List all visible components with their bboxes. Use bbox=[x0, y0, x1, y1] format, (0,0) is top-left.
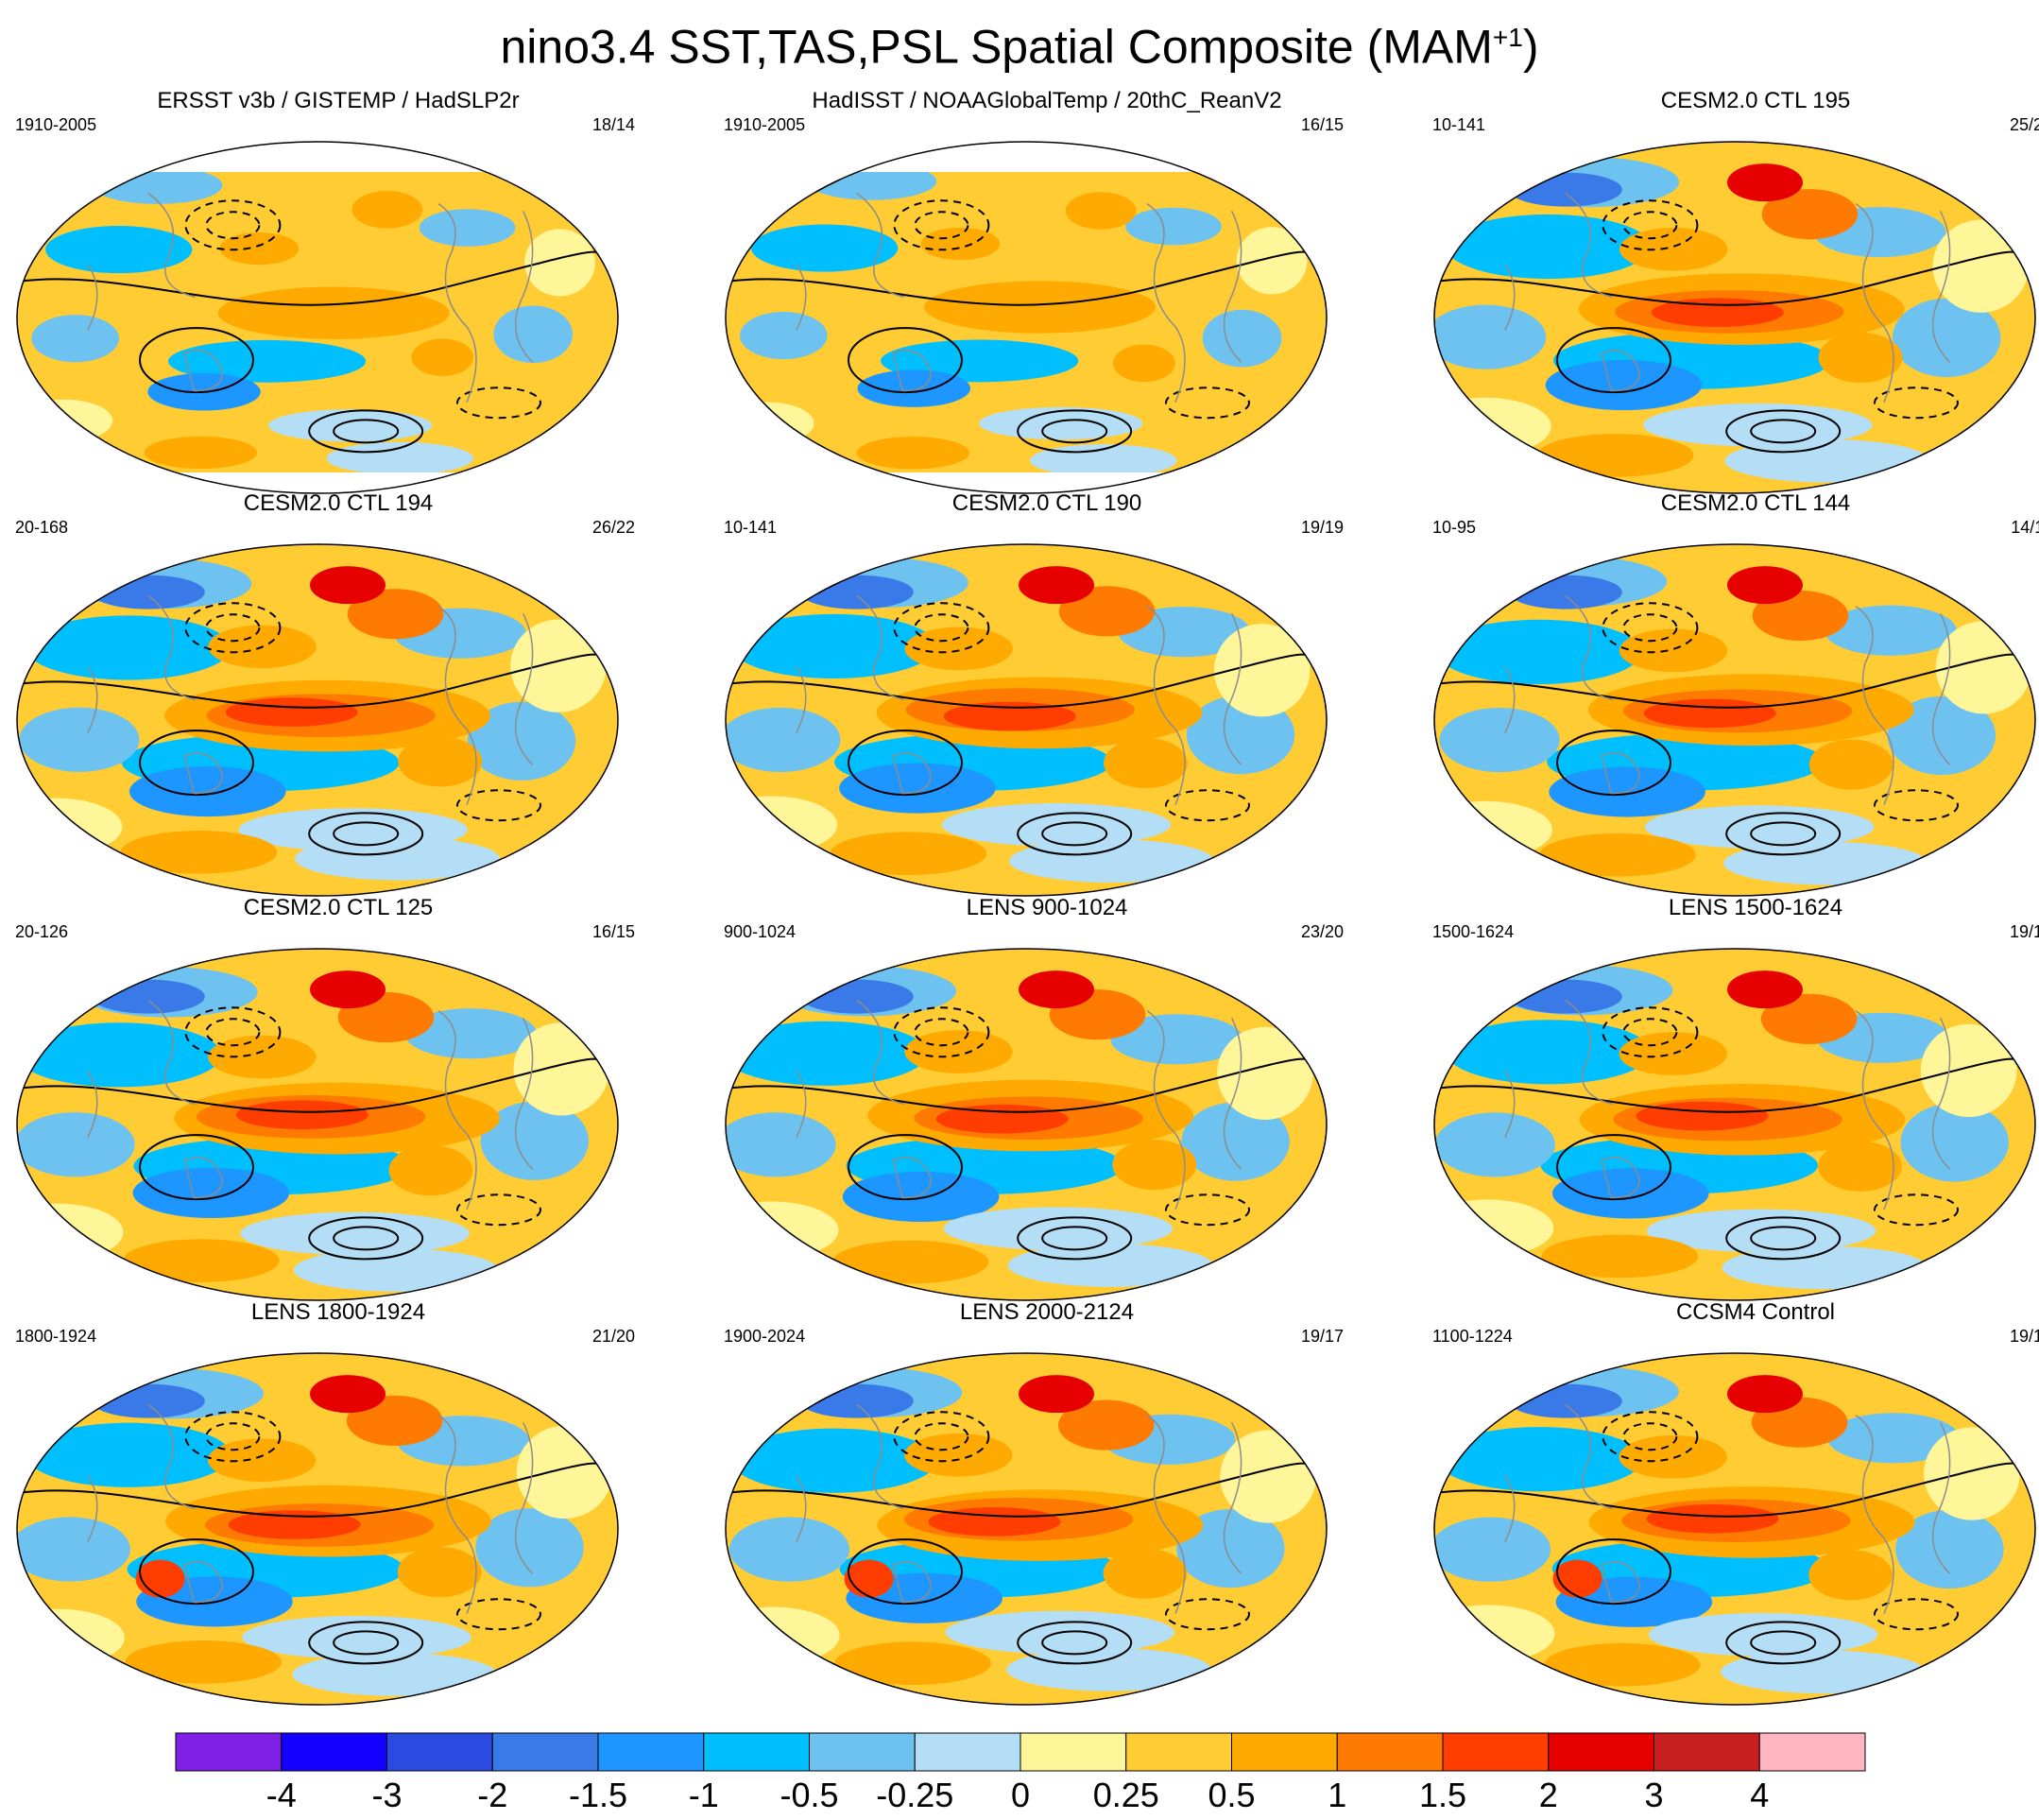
map-panel: CESM2.0 CTL 194 20-168 26/22 bbox=[8, 489, 669, 898]
panel-count: 19/16 bbox=[2009, 922, 2039, 941]
colorbar-swatch bbox=[1442, 1732, 1550, 1772]
panel-title: LENS 2000-2124 bbox=[959, 1299, 1135, 1325]
colorbar-swatch bbox=[281, 1732, 387, 1772]
colorbar-swatch bbox=[386, 1732, 493, 1772]
map-panel: LENS 1500-1624 1500-1624 19/16 bbox=[1425, 894, 2039, 1302]
colorbar-tick-label: -2 bbox=[477, 1776, 508, 1814]
panel-map bbox=[1433, 1352, 2036, 1706]
panel-title: CESM2.0 CTL 144 bbox=[1660, 490, 1851, 516]
map-panel: LENS 900-1024 900-1024 23/20 bbox=[716, 894, 1378, 1302]
panel-period: 1500-1624 bbox=[1432, 922, 1515, 941]
colorbar-swatch bbox=[1758, 1732, 1866, 1772]
panel-title: CESM2.0 CTL 194 bbox=[243, 490, 434, 516]
colorbar-tick-label: 4 bbox=[1750, 1776, 1770, 1814]
map-panel: CESM2.0 CTL 195 10-141 25/21 bbox=[1425, 87, 2039, 495]
panel-count: 26/22 bbox=[591, 518, 635, 537]
colorbar-tick-label: -0.5 bbox=[780, 1776, 839, 1814]
colorbar-swatch bbox=[809, 1732, 916, 1772]
panel-period: 1910-2005 bbox=[15, 115, 97, 134]
colorbar-tick-label: -0.25 bbox=[876, 1776, 954, 1814]
panel-map bbox=[16, 1352, 619, 1706]
map-panel: CCSM4 Control 1100-1224 19/19 bbox=[1425, 1298, 2039, 1707]
panel-title: CESM2.0 CTL 125 bbox=[243, 895, 434, 920]
panel-map bbox=[1433, 948, 2036, 1301]
colorbar-tick-label: -4 bbox=[266, 1776, 297, 1814]
panel-period: 10-141 bbox=[1432, 115, 1486, 134]
panel-count: 25/21 bbox=[2009, 115, 2039, 134]
panel-title: LENS 900-1024 bbox=[966, 895, 1128, 920]
map-panel: CESM2.0 CTL 125 20-126 16/15 bbox=[8, 894, 669, 1302]
panel-period: 10-95 bbox=[1432, 518, 1477, 537]
colorbar-swatch bbox=[914, 1732, 1021, 1772]
colorbar-tick-label: 3 bbox=[1644, 1776, 1664, 1814]
panel-count: 14/11 bbox=[2011, 518, 2039, 537]
colorbar-swatch bbox=[1231, 1732, 1338, 1772]
colorbar-tick-label: -3 bbox=[371, 1776, 403, 1814]
panel-map bbox=[725, 141, 1328, 494]
map-panel: CESM2.0 CTL 190 10-141 19/19 bbox=[716, 489, 1378, 898]
colorbar-swatch bbox=[175, 1732, 283, 1772]
panel-title: CCSM4 Control bbox=[1675, 1299, 1836, 1325]
colorbar-tick-label: 0.25 bbox=[1092, 1776, 1159, 1814]
panel-count: 19/19 bbox=[2009, 1327, 2039, 1346]
panel-count: 19/17 bbox=[1300, 1327, 1344, 1346]
panel-count: 18/14 bbox=[591, 115, 635, 134]
map-panel: LENS 1800-1924 1800-1924 21/20 bbox=[8, 1298, 669, 1707]
colorbar-swatch bbox=[703, 1732, 810, 1772]
panel-map bbox=[16, 543, 619, 897]
panel-period: 20-168 bbox=[15, 518, 69, 537]
panel-period: 1100-1224 bbox=[1432, 1327, 1513, 1346]
panel-period: 10-141 bbox=[724, 518, 778, 537]
map-panel: HadISST / NOAAGlobalTemp / 20thC_ReanV2 1… bbox=[716, 87, 1378, 495]
panel-count: 21/20 bbox=[591, 1327, 635, 1346]
panel-title: CESM2.0 CTL 195 bbox=[1660, 88, 1851, 113]
panel-period: 1900-2024 bbox=[724, 1327, 806, 1346]
colorbar-tick-label: 1.5 bbox=[1418, 1776, 1467, 1814]
panel-count: 23/20 bbox=[1300, 922, 1344, 941]
colorbar-swatch bbox=[1548, 1732, 1654, 1772]
panel-map bbox=[725, 1352, 1328, 1706]
colorbar bbox=[175, 1732, 1866, 1772]
panel-map bbox=[725, 948, 1328, 1301]
panel-period: 900-1024 bbox=[724, 922, 797, 941]
panel-title: CESM2.0 CTL 190 bbox=[951, 490, 1142, 516]
colorbar-tick-label: 0 bbox=[1010, 1776, 1031, 1814]
panel-count: 16/15 bbox=[591, 922, 635, 941]
panel-map bbox=[725, 543, 1328, 897]
panel-title: LENS 1800-1924 bbox=[250, 1299, 426, 1325]
panel-title: LENS 1500-1624 bbox=[1668, 895, 1843, 920]
colorbar-swatch bbox=[491, 1732, 599, 1772]
panel-period: 20-126 bbox=[15, 922, 69, 941]
panel-count: 16/15 bbox=[1300, 115, 1344, 134]
colorbar-tick-label: 1 bbox=[1328, 1776, 1347, 1814]
colorbar-tick-label: 2 bbox=[1538, 1776, 1558, 1814]
colorbar-swatch bbox=[1125, 1732, 1232, 1772]
colorbar-tick-label: -1.5 bbox=[568, 1776, 628, 1814]
panel-map bbox=[1433, 141, 2036, 494]
panel-period: 1910-2005 bbox=[724, 115, 806, 134]
colorbar-tick-label: 0.5 bbox=[1208, 1776, 1256, 1814]
colorbar-swatch bbox=[1020, 1732, 1127, 1772]
map-panel: ERSST v3b / GISTEMP / HadSLP2r 1910-2005 1… bbox=[8, 87, 669, 495]
panel-map bbox=[16, 948, 619, 1301]
colorbar-swatch bbox=[1653, 1732, 1760, 1772]
panel-title: ERSST v3b / GISTEMP / HadSLP2r bbox=[157, 88, 520, 113]
panel-period: 1800-1924 bbox=[15, 1327, 97, 1346]
figure-title: nino3.4 SST,TAS,PSL Spatial Composite (M… bbox=[500, 20, 1539, 74]
panel-map bbox=[16, 141, 619, 494]
colorbar-swatch bbox=[1336, 1732, 1444, 1772]
panel-count: 19/19 bbox=[1300, 518, 1344, 537]
map-panel: LENS 2000-2124 1900-2024 19/17 bbox=[716, 1298, 1378, 1707]
colorbar-swatch bbox=[597, 1732, 705, 1772]
panel-map bbox=[1433, 543, 2036, 897]
panel-title: HadISST / NOAAGlobalTemp / 20thC_ReanV2 bbox=[812, 88, 1282, 113]
colorbar-tick-label: -1 bbox=[688, 1776, 719, 1814]
map-panel: CESM2.0 CTL 144 10-95 14/11 bbox=[1425, 489, 2039, 898]
